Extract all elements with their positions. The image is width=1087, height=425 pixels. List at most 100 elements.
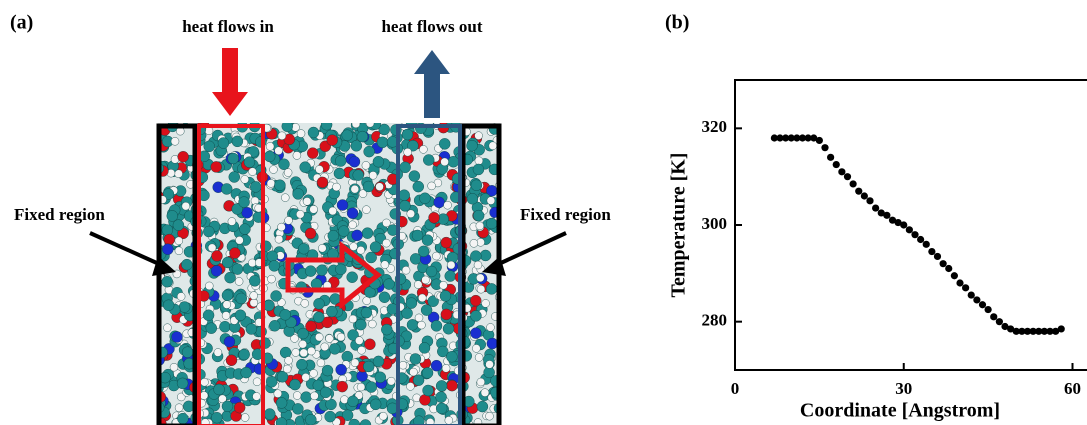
atom [419,192,431,204]
atom [231,203,243,215]
atom [347,395,359,408]
data-point [1023,327,1032,335]
atom [427,181,436,191]
atom [378,123,390,136]
atom [361,227,374,239]
heat-in-label: heat flows in [182,17,274,36]
atom [421,234,434,246]
atom [399,200,411,212]
atom [470,310,482,322]
atom [381,323,393,336]
atom [273,389,283,398]
atom [249,275,261,287]
atom [278,158,290,170]
atom [440,308,453,321]
atom [181,346,194,358]
atom [435,402,448,415]
atom [430,320,443,332]
atom [421,275,430,285]
atom [266,179,276,188]
atom [365,251,377,264]
atom [405,297,418,309]
data-point [945,264,953,273]
atom [275,417,288,425]
atom [358,189,368,198]
atom [442,323,455,335]
atom [320,342,329,352]
atom [222,256,234,269]
pointer-arrow [489,231,567,270]
fixed-region-box [156,123,198,425]
atom [162,299,175,311]
atom [300,299,309,308]
atom [174,403,184,412]
atom [163,323,172,332]
atom [221,183,233,195]
data-point [973,296,981,304]
flow-arrow [285,240,382,310]
atom [356,246,365,255]
atom [346,207,359,219]
atom [488,141,498,150]
atom [239,223,251,235]
atom [437,345,449,358]
atom [363,360,375,373]
atom [351,123,361,129]
atom [263,150,276,163]
atom [274,146,283,155]
atom [250,181,262,193]
atom [166,210,178,222]
atom [207,243,217,252]
atom [401,128,414,141]
atom [444,270,456,282]
atom [245,323,258,335]
data-point [928,247,936,256]
heat-in-arrow [212,48,248,116]
atom [227,217,237,226]
atom [474,156,484,165]
atom [299,348,308,358]
atom [292,403,304,415]
data-point [866,197,874,205]
atom [411,229,424,242]
atom [310,391,319,401]
atom [406,209,415,218]
data-point [1012,327,1020,335]
data-point [894,218,902,227]
atom [364,286,376,298]
atom [233,401,246,414]
data-point [1029,327,1037,335]
atom [387,376,396,386]
data-point [922,240,930,248]
atom [199,391,209,400]
atom [174,169,183,178]
atom [324,410,336,423]
atom [241,207,253,219]
atom [176,292,186,301]
atom [305,320,317,332]
atom [439,281,448,290]
data-point [978,301,987,309]
x-tick-label: 0 [731,379,740,398]
atom [304,265,317,277]
atom [372,355,385,368]
data-point [827,153,835,161]
atom [203,225,215,238]
atom [476,285,486,294]
atom [163,233,175,246]
atom [425,265,438,278]
atom [177,392,186,402]
atom [318,244,327,253]
atom [341,350,353,363]
atom [315,332,324,342]
atom [313,311,325,323]
data-point [776,134,784,142]
atom [240,413,250,422]
atom [470,250,482,262]
atom [205,322,218,334]
atom [292,188,304,200]
atom [279,309,291,321]
molecule-box [158,123,500,425]
atom [466,193,479,205]
atom [470,294,482,307]
